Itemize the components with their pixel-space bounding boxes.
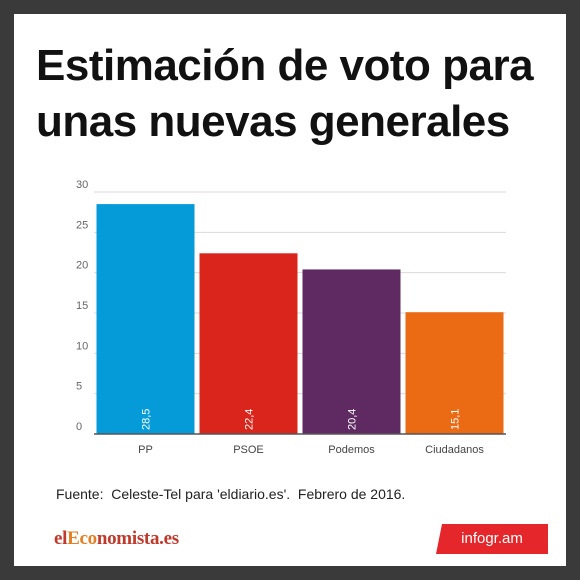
y-tick-label: 0 [76, 421, 82, 433]
source-note: Fuente: Celeste-Tel para 'eldiario.es'. … [56, 486, 406, 502]
y-tick-label: 5 [76, 381, 82, 393]
x-tick-label: Podemos [328, 444, 375, 456]
y-tick-label: 30 [76, 179, 88, 191]
eleconomista-logo[interactable]: elEconomista.es [54, 528, 179, 550]
x-tick-label: Ciudadanos [425, 444, 484, 456]
bar [302, 269, 401, 434]
bar-value-label: 15,1 [450, 409, 462, 430]
bar-value-label: 20,4 [347, 409, 359, 430]
bar [199, 253, 298, 434]
x-tick-label: PSOE [233, 444, 264, 456]
logo-part-el: el [54, 528, 68, 549]
bar-value-label: 22,4 [244, 409, 256, 430]
bar-chart: 0 5 10 15 20 25 30 28,5 PP 22,4 PSOE 20,4 Podemos 15,… [76, 179, 506, 456]
y-tick-label: 10 [76, 340, 88, 352]
bar-value-label: 28,5 [141, 409, 153, 430]
logo-part-rest: nomista.es [96, 528, 179, 549]
bar [96, 204, 195, 434]
y-tick-label: 20 [76, 260, 88, 272]
chart-card: Estimación de voto para unas nuevas gene… [14, 14, 566, 566]
y-tick-label: 25 [76, 219, 88, 231]
infogram-badge[interactable]: infogr.am [436, 524, 548, 554]
x-tick-label: PP [138, 444, 153, 456]
logo-part-eco: Eco [67, 528, 97, 549]
y-tick-label: 15 [76, 300, 88, 312]
chart-title: Estimación de voto para unas nuevas gene… [36, 41, 534, 146]
bar [405, 312, 504, 434]
